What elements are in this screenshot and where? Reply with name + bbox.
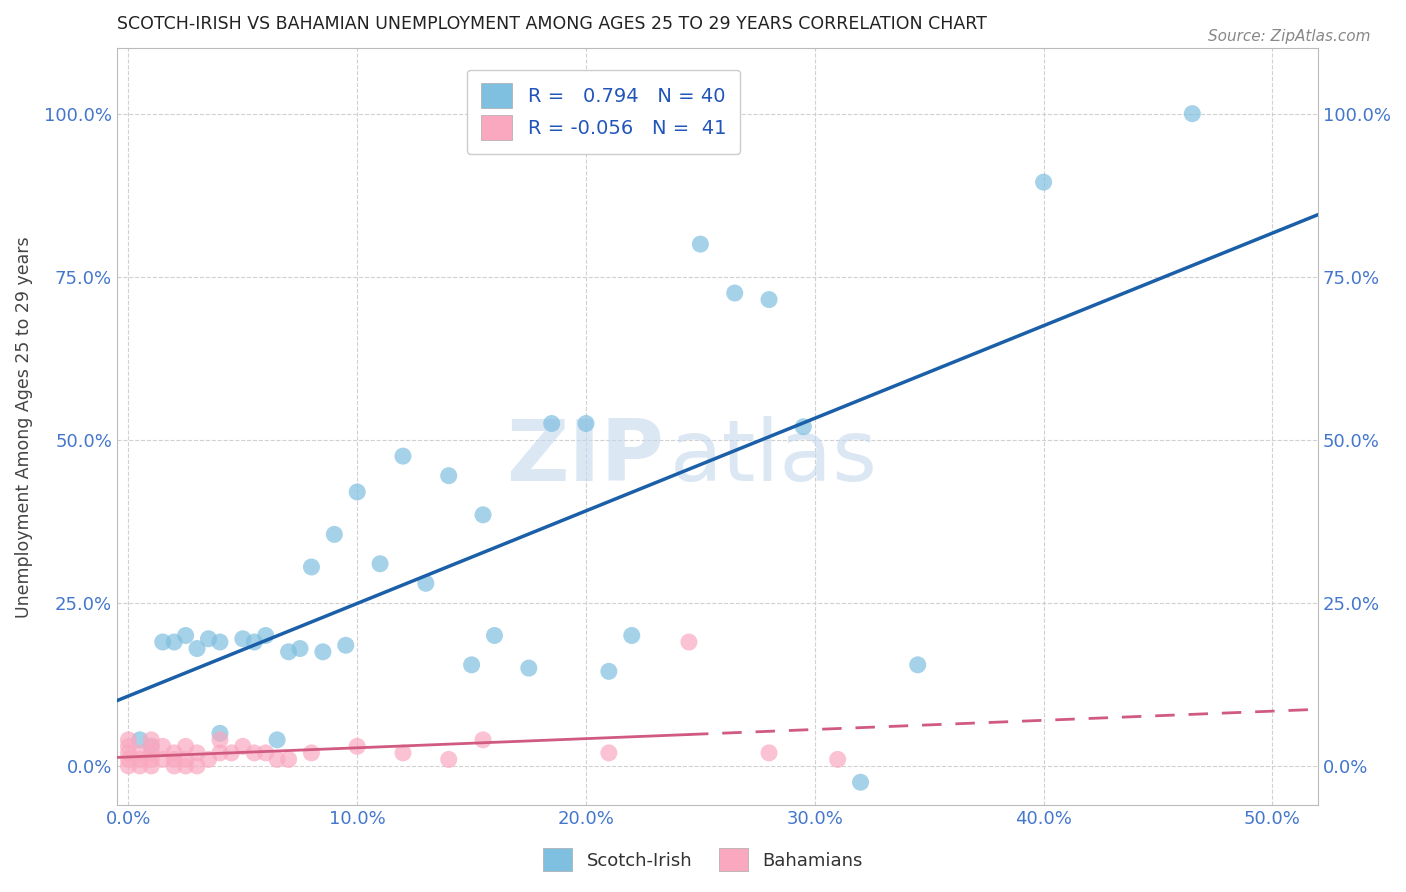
Point [598,746,620,760]
Point [758,293,780,307]
Point [415,576,437,591]
Point [163,746,186,760]
Point [437,752,460,766]
Point [174,759,197,773]
Point [678,635,700,649]
Point [197,752,219,766]
Point [128,732,150,747]
Point [472,508,495,522]
Point [392,449,415,463]
Point [517,661,540,675]
Point [758,746,780,760]
Legend: Scotch-Irish, Bahamians: Scotch-Irish, Bahamians [536,841,870,879]
Point [540,417,562,431]
Point [368,557,391,571]
Text: SCOTCH-IRISH VS BAHAMIAN UNEMPLOYMENT AMONG AGES 25 TO 29 YEARS CORRELATION CHAR: SCOTCH-IRISH VS BAHAMIAN UNEMPLOYMENT AM… [117,15,987,33]
Point [117,752,139,766]
Point [620,628,643,642]
Point [907,657,929,672]
Point [152,739,174,754]
Text: ZIP: ZIP [506,416,664,499]
Point [174,739,197,754]
Point [186,641,208,656]
Point [323,527,346,541]
Point [232,632,254,646]
Legend: R =   0.794   N = 40, R = -0.056   N =  41: R = 0.794 N = 40, R = -0.056 N = 41 [467,70,740,153]
Point [312,645,335,659]
Point [1181,106,1204,120]
Point [208,732,231,747]
Point [174,752,197,766]
Point [141,746,163,760]
Point [128,746,150,760]
Point [141,739,163,754]
Point [163,635,186,649]
Point [724,286,747,301]
Point [301,560,323,574]
Point [460,657,482,672]
Point [186,746,208,760]
Point [301,746,323,760]
Point [254,746,277,760]
Point [128,759,150,773]
Point [827,752,849,766]
Point [163,752,186,766]
Point [152,752,174,766]
Point [117,739,139,754]
Point [141,739,163,754]
Text: Source: ZipAtlas.com: Source: ZipAtlas.com [1208,29,1371,45]
Point [288,641,311,656]
Point [346,739,368,754]
Point [346,485,368,500]
Point [472,732,495,747]
Point [335,638,357,652]
Point [277,752,299,766]
Point [484,628,506,642]
Point [221,746,243,760]
Point [277,645,299,659]
Point [849,775,872,789]
Point [141,732,163,747]
Point [689,237,711,252]
Point [141,759,163,773]
Point [1032,175,1054,189]
Point [598,665,620,679]
Point [792,419,814,434]
Point [208,726,231,740]
Point [208,635,231,649]
Point [392,746,415,760]
Point [266,752,288,766]
Point [437,468,460,483]
Y-axis label: Unemployment Among Ages 25 to 29 years: Unemployment Among Ages 25 to 29 years [15,236,32,617]
Text: atlas: atlas [669,416,877,499]
Point [174,628,197,642]
Point [243,635,266,649]
Point [254,628,277,642]
Point [243,746,266,760]
Point [208,746,231,760]
Point [163,759,186,773]
Point [575,417,598,431]
Point [117,732,139,747]
Point [266,732,288,747]
Point [128,752,150,766]
Point [141,752,163,766]
Point [197,632,219,646]
Point [232,739,254,754]
Point [152,635,174,649]
Point [117,746,139,760]
Point [186,759,208,773]
Point [117,759,139,773]
